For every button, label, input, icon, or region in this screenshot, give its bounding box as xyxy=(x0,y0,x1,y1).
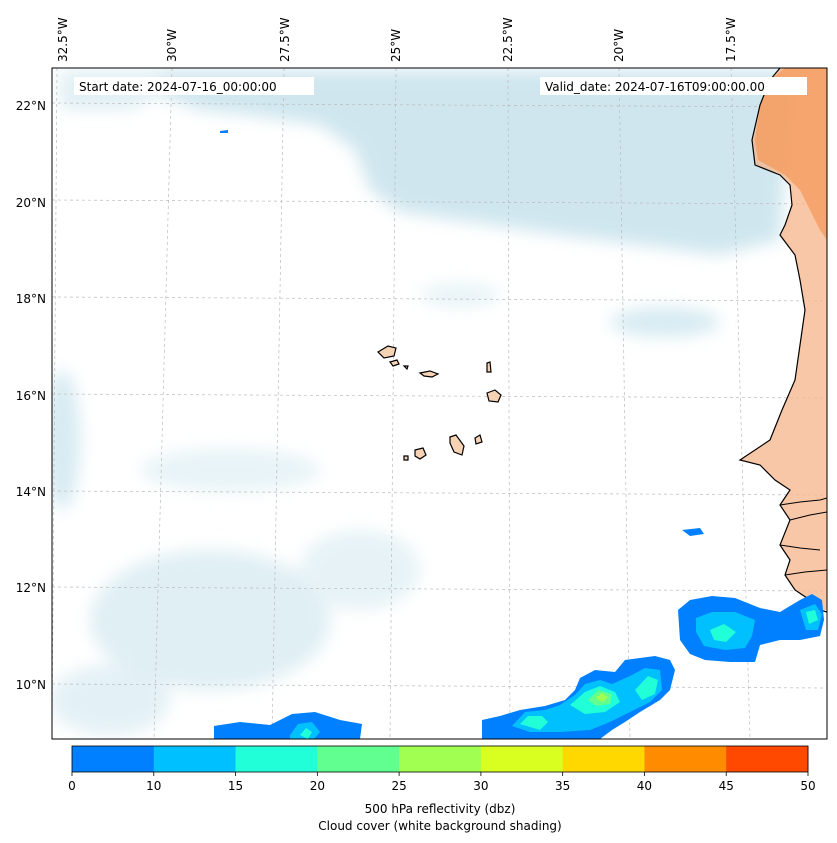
colorbar-swatch xyxy=(399,746,482,772)
island-santo-antao xyxy=(377,345,397,359)
cloud-band-north xyxy=(160,70,790,255)
island-boa-vista xyxy=(486,389,502,403)
lat-label-10n: 10°N xyxy=(16,678,46,692)
lon-label-30w: 30°W xyxy=(165,29,179,62)
island-sao-nicolau xyxy=(418,370,440,378)
island-santiago xyxy=(449,434,465,456)
cape-verde-islands xyxy=(377,345,502,461)
colorbar-tick-label: 35 xyxy=(555,779,570,793)
colorbar-swatch xyxy=(644,746,727,772)
colorbar-tick-label: 10 xyxy=(146,779,161,793)
map-panel xyxy=(52,68,827,739)
colorbar-tick-label: 0 xyxy=(68,779,76,793)
lat-label-16n: 16°N xyxy=(16,389,46,403)
lon-label-20w: 20°W xyxy=(612,29,626,62)
lon-label-27-5w: 27.5°W xyxy=(278,17,292,62)
lon-label-22-5w: 22.5°W xyxy=(501,17,515,62)
island-sao-vicente xyxy=(388,359,400,367)
island-santa-luzia xyxy=(402,365,409,371)
colorbar-swatch xyxy=(480,746,564,772)
colorbar-frame xyxy=(71,745,809,773)
valid-date-label: Valid_date: 2024-07-16T09:00:00.00 xyxy=(545,80,765,94)
cloud-patch-west-edge xyxy=(52,370,80,510)
colorbar-tick-label: 45 xyxy=(719,779,734,793)
valid-date-bg xyxy=(540,77,807,95)
reflectivity-cell-s-center-l5 xyxy=(595,693,608,702)
map-frame xyxy=(51,67,828,740)
island-maio xyxy=(474,434,483,445)
reflectivity-cell-s-center-l3 xyxy=(520,676,658,730)
gambia-river-border xyxy=(779,497,827,576)
reflectivity-cell-small-east xyxy=(682,528,704,536)
start-date-bg xyxy=(74,77,314,95)
colorbar-tick-label: 40 xyxy=(637,779,652,793)
colorbar-swatches xyxy=(72,746,809,772)
reflectivity-speck-north xyxy=(220,130,228,133)
colorbar-tick-label: 25 xyxy=(391,779,406,793)
cloud-patch-southwest xyxy=(90,550,330,690)
reflectivity-layer xyxy=(214,130,824,739)
cloud-patch-east xyxy=(610,307,720,337)
colorbar-swatch xyxy=(72,746,155,772)
colorbar-tick-label: 30 xyxy=(473,779,488,793)
colorbar-swatch xyxy=(235,746,318,772)
cloud-patch-south-center xyxy=(300,530,420,610)
cloud-patch-mid xyxy=(140,448,320,492)
colorbar-swatch xyxy=(726,746,809,772)
cloud-patch-mid-north xyxy=(420,283,500,307)
lat-label-12n: 12°N xyxy=(16,581,46,595)
lat-label-14n: 14°N xyxy=(16,485,46,499)
colorbar-swatch xyxy=(153,746,237,772)
colorbar-tick-label: 15 xyxy=(228,779,243,793)
latitude-labels: 22°N 20°N 18°N 16°N 14°N 12°N 10°N xyxy=(16,99,46,692)
lat-label-18n: 18°N xyxy=(16,292,46,306)
start-date-label: Start date: 2024-07-16_00:00:00 xyxy=(79,80,277,94)
lon-label-17-5w: 17.5°W xyxy=(724,17,738,62)
lat-label-20n: 20°N xyxy=(16,196,46,210)
reflectivity-cell-se-l3 xyxy=(710,610,818,642)
lat-label-22n: 22°N xyxy=(16,99,46,113)
africa-land xyxy=(740,68,827,610)
lon-label-32-5w: 32.5°W xyxy=(56,17,70,62)
lon-label-25w: 25°W xyxy=(389,29,403,62)
reflectivity-cell-sw xyxy=(214,712,362,739)
reflectivity-cell-sw-inner xyxy=(300,728,312,739)
colorbar-swatch xyxy=(562,746,645,772)
island-sal xyxy=(486,361,492,373)
colorbar-swatch xyxy=(317,746,400,772)
longitude-labels: 32.5°W 30°W 27.5°W 25°W 22.5°W 20°W 17.5… xyxy=(56,17,738,62)
colorbar: 0 10 15 20 25 30 35 40 45 50 500 hPa reflectivity… xyxy=(68,745,816,833)
island-brava xyxy=(403,455,409,461)
colorbar-ticks: 0 10 15 20 25 30 35 40 45 50 xyxy=(68,772,816,793)
sahara-orange xyxy=(755,68,827,240)
colorbar-tick-label: 50 xyxy=(800,779,815,793)
cloud-patch-lower-left xyxy=(52,665,170,735)
colorbar-label: 500 hPa reflectivity (dbz) xyxy=(365,802,516,816)
island-fogo xyxy=(414,447,427,460)
colorbar-tick-label: 20 xyxy=(310,779,325,793)
colorbar-sublabel: Cloud cover (white background shading) xyxy=(318,819,561,833)
coastline xyxy=(738,68,827,613)
